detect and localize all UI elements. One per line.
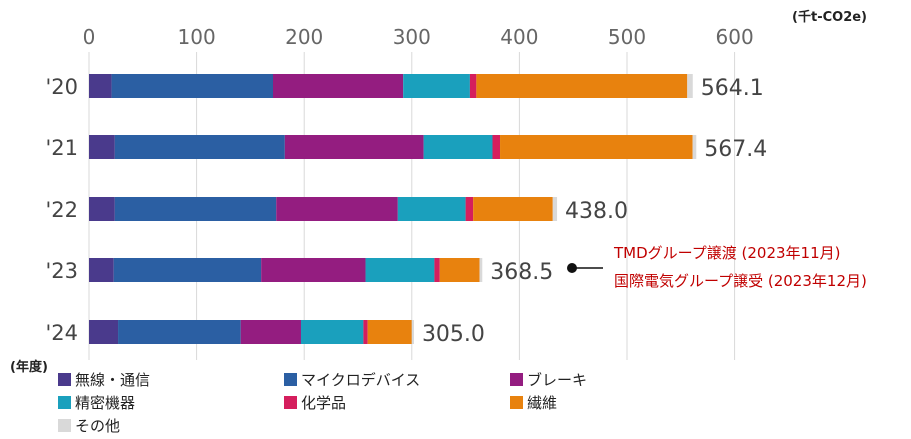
category-label: '22	[46, 198, 79, 222]
bar-segment	[365, 258, 435, 282]
legend-item: マイクロデバイス	[284, 369, 420, 390]
bar-segment	[89, 74, 112, 98]
bar-segment	[89, 135, 115, 159]
unit-label: (千t-CO2e)	[792, 10, 867, 25]
annotation-tmd-transfer: TMDグループ譲渡 (2023年11月)	[614, 244, 841, 262]
x-tick-label: 500	[608, 25, 646, 49]
legend-label: その他	[75, 417, 121, 435]
bar-segment	[240, 320, 301, 344]
legend-item: 精密機器	[58, 392, 135, 413]
bar-segment	[111, 74, 273, 98]
bar-segment	[411, 320, 414, 344]
legend-label: 繊維	[527, 394, 558, 412]
total-label: 567.4	[704, 137, 767, 162]
total-label: 438.0	[565, 199, 628, 224]
bar-segment	[473, 197, 553, 221]
legend-item: その他	[58, 415, 120, 436]
legend-item: 繊維	[510, 392, 557, 413]
legend-label: マイクロデバイス	[301, 371, 421, 389]
bar-segment	[118, 320, 241, 344]
bar-segment	[403, 74, 470, 98]
legend-swatch	[58, 373, 71, 386]
bar-segment	[687, 74, 693, 98]
category-label: '21	[46, 136, 79, 160]
total-label: 368.5	[490, 260, 553, 285]
bar-segment	[397, 197, 466, 221]
x-tick-label: 200	[285, 25, 323, 49]
bar-segment	[114, 197, 277, 221]
bar-segment	[89, 197, 115, 221]
x-tick-label: 100	[178, 25, 216, 49]
bars	[89, 74, 697, 344]
legend-swatch	[284, 373, 297, 386]
legend-item: 無線・通信	[58, 369, 150, 390]
legend-label: 無線・通信	[75, 371, 151, 389]
bar-segment	[465, 197, 474, 221]
category-label: '20	[46, 75, 79, 99]
bar-segment	[300, 320, 364, 344]
bar-segment	[479, 258, 483, 282]
bar-segment	[500, 135, 693, 159]
legend-swatch	[284, 396, 297, 409]
category-label: '24	[46, 321, 79, 345]
legend-label: ブレーキ	[527, 371, 588, 389]
bar-segment	[423, 135, 493, 159]
legend-swatch	[510, 396, 523, 409]
x-tick-labels: 0 100 200 300 400 500 600	[83, 25, 754, 49]
bar-segment	[113, 258, 262, 282]
bar-segment	[363, 320, 368, 344]
x-tick-label: 400	[500, 25, 538, 49]
annotation-kokusai-acquisition: 国際電気グループ譲受 (2023年12月)	[614, 272, 867, 290]
bar-segment	[114, 135, 285, 159]
x-tick-label: 600	[716, 25, 754, 49]
total-labels: 564.1 567.4 438.0 368.5 305.0	[422, 76, 767, 347]
y-axis-label: (年度)	[10, 360, 48, 375]
total-label: 564.1	[701, 76, 764, 101]
bar-segment	[89, 258, 114, 282]
bar-segment	[476, 74, 688, 98]
legend-label: 化学品	[301, 394, 347, 412]
legend-swatch	[510, 373, 523, 386]
category-label: '23	[46, 259, 79, 283]
category-labels: '20 '21 '22 '23 '24	[46, 75, 79, 345]
annotation-marker	[567, 263, 603, 273]
bar-segment	[492, 135, 501, 159]
legend-swatch	[58, 419, 71, 432]
bar-segment	[276, 197, 398, 221]
total-label: 305.0	[422, 322, 485, 347]
bar-segment	[272, 74, 404, 98]
bar-segment	[692, 135, 697, 159]
bar-segment	[439, 258, 480, 282]
legend-item: ブレーキ	[510, 369, 587, 390]
bar-segment	[284, 135, 424, 159]
bar-segment	[89, 320, 119, 344]
bar-segment	[434, 258, 440, 282]
bar-segment	[261, 258, 366, 282]
bar-segment	[367, 320, 412, 344]
x-tick-label: 0	[83, 25, 96, 49]
legend-label: 精密機器	[75, 394, 136, 412]
legend-swatch	[58, 396, 71, 409]
bar-segment	[552, 197, 558, 221]
x-tick-label: 300	[393, 25, 431, 49]
bar-segment	[469, 74, 477, 98]
legend-item: 化学品	[284, 392, 346, 413]
